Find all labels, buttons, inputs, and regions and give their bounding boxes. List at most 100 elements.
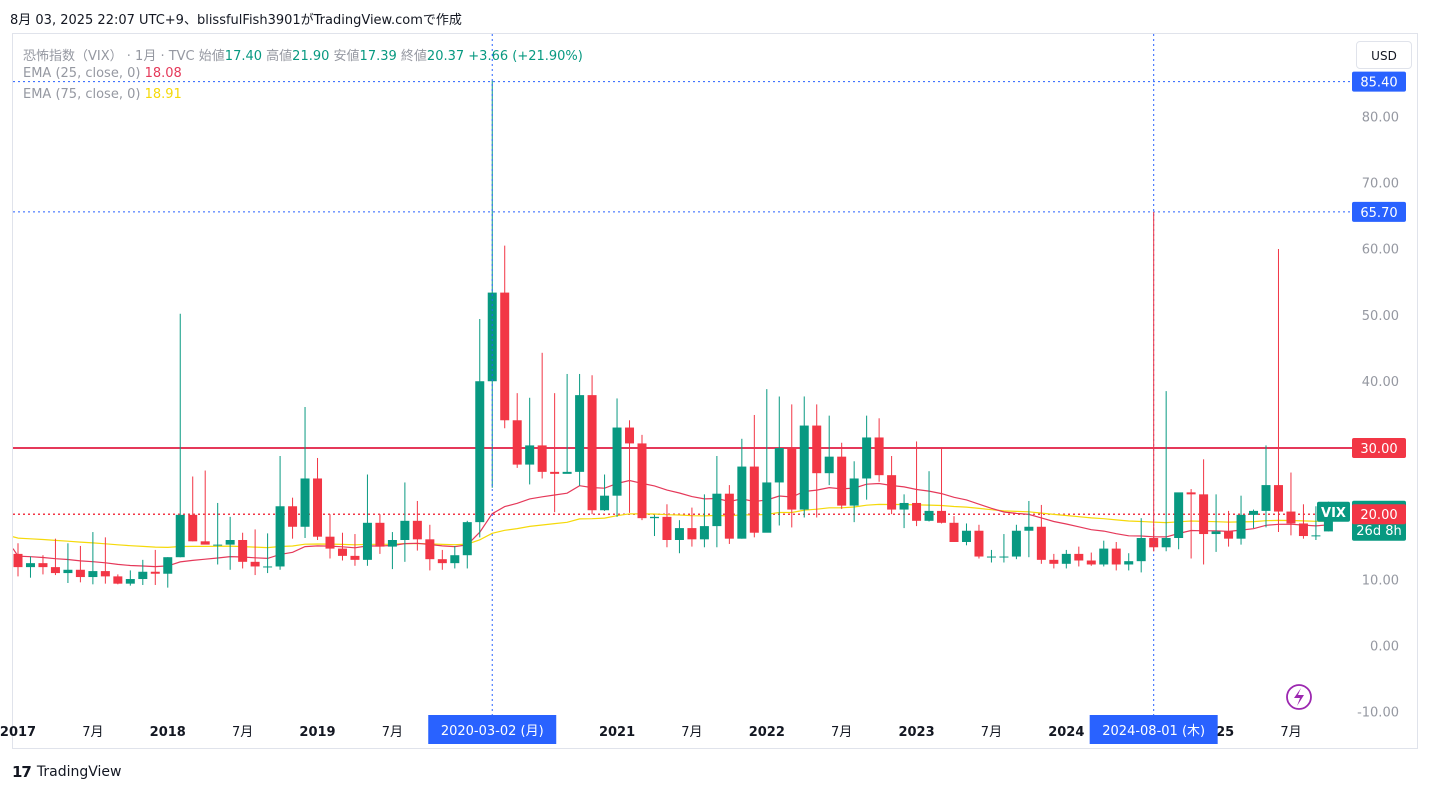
crosshair-date-label: 2024-08-01 (木) (1102, 724, 1205, 739)
price-label-countdown: 26d 8h (1356, 524, 1401, 539)
ema25-line (13, 479, 1329, 568)
candle-body (887, 475, 897, 510)
lightning-bolt-icon (1294, 688, 1304, 706)
candle-body (38, 563, 48, 568)
currency-button[interactable]: USD (1356, 41, 1412, 69)
y-tick-label: 70.00 (1362, 176, 1399, 191)
candle-body (799, 425, 809, 510)
candle-body (200, 541, 210, 545)
candle-body (787, 448, 797, 510)
low-label: 安値 (333, 49, 360, 64)
x-tick-label: 2021 (599, 725, 635, 740)
y-tick-label: -10.00 (1357, 706, 1399, 721)
candle-body (100, 571, 110, 577)
candle-body (1024, 526, 1034, 531)
candle-body (674, 528, 684, 540)
x-tick-label: 2019 (299, 725, 335, 740)
symbol-tag-text: VIX (1321, 506, 1346, 521)
candle-body (50, 567, 60, 574)
ema25-value: 18.08 (144, 66, 182, 81)
close-label: 終値 (400, 49, 427, 64)
candle-body (1036, 526, 1046, 560)
candle-body (662, 516, 672, 540)
close-value: 20.37 (426, 49, 465, 64)
candle-body (1049, 559, 1059, 564)
candle-body (138, 571, 148, 580)
high-value: 21.90 (292, 49, 330, 64)
candle-body (238, 539, 248, 562)
candle-body (525, 445, 535, 465)
candle-body (125, 579, 135, 584)
candle-body (487, 292, 497, 382)
x-tick-label: 2022 (749, 725, 785, 740)
y-tick-label: 80.00 (1362, 110, 1399, 125)
candle-body (774, 448, 784, 483)
candle-body (263, 566, 273, 568)
candle-body (637, 443, 647, 519)
x-tick-label: 2018 (150, 725, 186, 740)
candle-body (337, 548, 347, 556)
candle-body (1136, 538, 1146, 562)
candle-body (587, 395, 597, 511)
crosshair-date-box (1089, 715, 1218, 744)
candle-body (600, 495, 610, 511)
candle-body (749, 466, 759, 533)
candle-body (824, 456, 834, 474)
symbol-legend[interactable]: 恐怖指数（VIX） · 1月 · TVC 始値17.40 高値21.90 安値1… (23, 45, 583, 64)
candle-body (512, 420, 522, 465)
tradingview-logo-icon: 𝟭𝟳 (12, 763, 32, 781)
candle-body (986, 556, 996, 558)
y-tick-label: 10.00 (1362, 573, 1399, 588)
change-value: +3.66 (+21.90%) (468, 49, 583, 64)
symbol-tag-box (1317, 501, 1350, 522)
lightning-icon (1286, 684, 1312, 710)
ema75-value: 18.91 (144, 87, 182, 102)
candle-body (1074, 553, 1084, 561)
candle-body (450, 555, 460, 564)
ema75-label: EMA (75, close, 0) (23, 87, 141, 102)
candle-body (712, 493, 722, 527)
x-tick-label: 7月 (382, 725, 403, 740)
candle-body (912, 502, 922, 521)
ema75-legend[interactable]: EMA (75, close, 0) 18.91 (23, 87, 182, 102)
candle-body (150, 571, 160, 574)
x-tick-label: 7月 (1280, 725, 1301, 740)
candle-body (213, 544, 223, 546)
high-label: 高値 (266, 49, 293, 64)
candle-body (1261, 485, 1271, 511)
candle-body (550, 471, 560, 474)
candle-body (1011, 530, 1021, 557)
candle-body (1286, 511, 1296, 524)
candle-body (1111, 548, 1121, 565)
x-tick-label: 2017 (0, 725, 36, 740)
y-tick-label: 0.00 (1370, 640, 1399, 655)
candle-body (412, 520, 422, 540)
candle-body (612, 427, 622, 496)
candle-body (1161, 538, 1171, 548)
chart-caption: 8月 03, 2025 22:07 UTC+9、blissfulFish3901… (10, 13, 462, 28)
candle-body (188, 514, 198, 542)
candle-body (1224, 531, 1234, 539)
candle-body (13, 553, 23, 568)
tradingview-logo[interactable]: 𝟭𝟳 TradingView (12, 763, 121, 781)
candle-body (737, 466, 747, 539)
x-tick-label: 7月 (831, 725, 852, 740)
candle-body (1298, 523, 1308, 537)
price-label-box (1352, 201, 1406, 222)
ema75-line (13, 503, 1329, 549)
candle-body (175, 514, 185, 558)
candle-body (724, 493, 734, 539)
candle-body (1199, 494, 1209, 535)
price-label-text: 85.40 (1360, 76, 1397, 91)
candle-body (300, 478, 310, 527)
ema25-legend[interactable]: EMA (25, close, 0) 18.08 (23, 66, 182, 81)
candle-body (974, 530, 984, 557)
candle-body (350, 555, 360, 560)
candle-body (1061, 553, 1071, 564)
candle-body (1099, 548, 1109, 565)
candle-body (862, 437, 872, 479)
candle-body (387, 539, 397, 547)
candle-body (949, 522, 959, 542)
price-label-box (1352, 71, 1406, 92)
